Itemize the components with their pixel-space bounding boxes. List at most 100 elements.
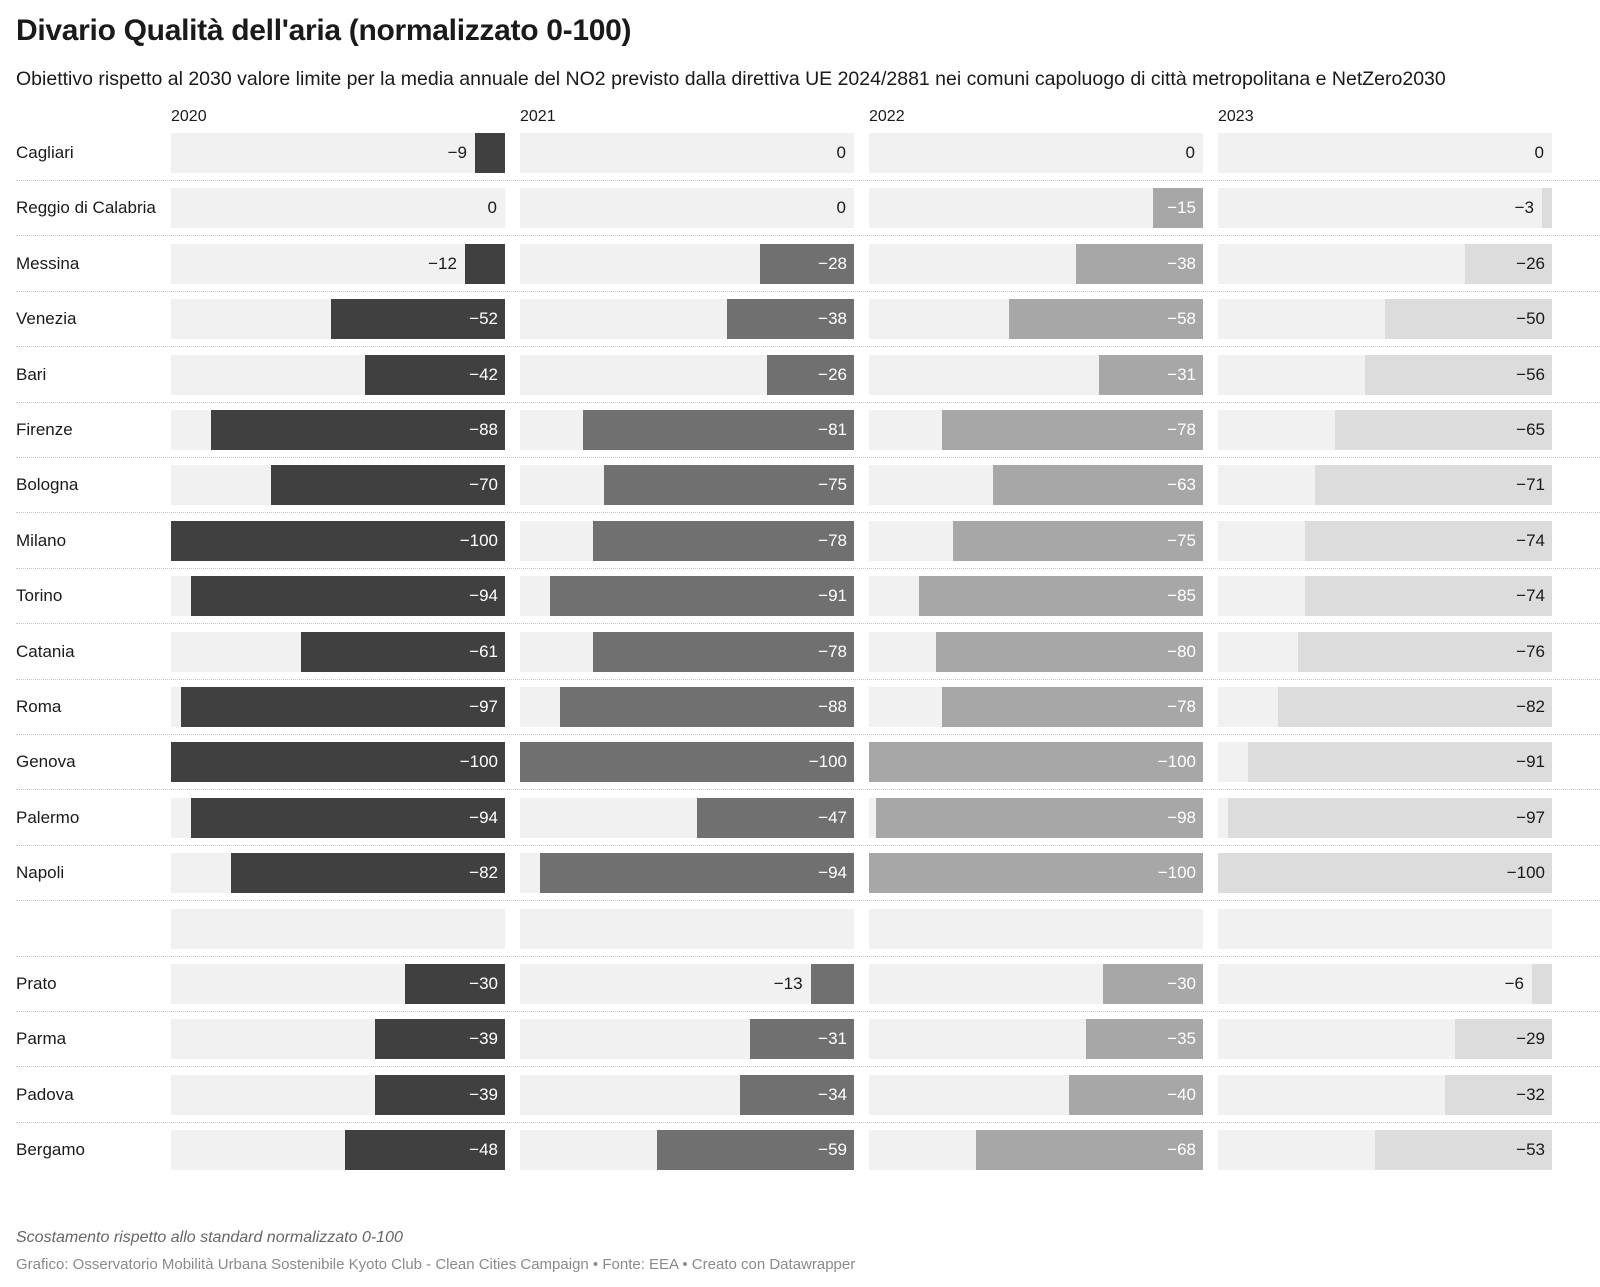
row-label: Parma xyxy=(16,1029,67,1049)
data-label: −34 xyxy=(818,1084,847,1104)
data-label: −75 xyxy=(818,475,847,495)
bar-2021 xyxy=(540,853,854,894)
bar-2020 xyxy=(171,742,505,783)
bar-2023 xyxy=(1465,243,1552,284)
row-label: Roma xyxy=(16,697,62,716)
data-label: −75 xyxy=(1167,530,1196,550)
bar-track xyxy=(171,188,505,229)
bar-2022 xyxy=(919,576,1203,617)
data-label: −78 xyxy=(1167,420,1196,439)
data-label: −26 xyxy=(1516,253,1545,273)
row-separator xyxy=(16,401,1600,403)
bar-2021 xyxy=(740,1074,854,1115)
row-separator xyxy=(16,734,1600,735)
data-label: −76 xyxy=(1516,641,1545,661)
bar-2023 xyxy=(1374,1130,1552,1171)
bar-2023 xyxy=(1218,853,1552,894)
row-separator xyxy=(16,789,1600,791)
bar-2020 xyxy=(331,299,505,340)
bar-2020 xyxy=(181,687,505,727)
bar-2021 xyxy=(593,520,854,561)
bar-track xyxy=(520,188,854,229)
bar-2020 xyxy=(344,1130,505,1171)
bar-track xyxy=(171,133,505,173)
data-label: −68 xyxy=(1167,1140,1196,1160)
bar-2022 xyxy=(942,410,1203,450)
data-label: −94 xyxy=(469,807,498,827)
data-label: −80 xyxy=(1167,641,1196,661)
bar-2023 xyxy=(1531,964,1552,1004)
data-label: −100 xyxy=(459,530,498,550)
data-label: −13 xyxy=(773,974,803,993)
chart-title: Divario Qualità dell'aria (normalizzato … xyxy=(16,14,632,47)
row-label: Bergamo xyxy=(16,1140,85,1160)
row-separator xyxy=(16,623,1600,625)
data-label: −94 xyxy=(469,586,498,606)
data-label: −48 xyxy=(469,1140,498,1160)
data-label: −63 xyxy=(1167,475,1196,495)
row-label: Bari xyxy=(16,364,47,384)
row-label: Torino xyxy=(16,586,63,606)
bar-2020 xyxy=(364,354,505,395)
row-label: Catania xyxy=(16,641,75,661)
chart-credits: Grafico: Osservatorio Mobilità Urbana So… xyxy=(16,1256,856,1273)
row-label: Napoli xyxy=(16,863,65,883)
bar-2022 xyxy=(1009,299,1203,340)
bar-2022 xyxy=(952,520,1203,561)
data-label: 0 xyxy=(1534,143,1544,162)
data-label: −38 xyxy=(818,309,847,329)
bar-track xyxy=(869,188,1203,229)
row-label: Cagliari xyxy=(16,143,74,162)
chart-note: Scostamento rispetto allo standard norma… xyxy=(16,1229,403,1246)
row-separator xyxy=(16,567,1600,569)
bar-2021 xyxy=(656,1130,854,1171)
data-label: −100 xyxy=(1157,752,1196,772)
data-label: −35 xyxy=(1167,1029,1196,1049)
data-label: −74 xyxy=(1516,530,1545,550)
bar-track xyxy=(869,133,1203,173)
data-label: −91 xyxy=(1516,752,1545,772)
row-separator xyxy=(16,678,1600,680)
bar-track xyxy=(1218,188,1552,229)
data-label: −100 xyxy=(1506,863,1545,883)
bar-2023 xyxy=(1298,631,1552,672)
data-label: −70 xyxy=(469,475,498,495)
bar-track xyxy=(520,133,854,173)
bar-2023 xyxy=(1385,299,1552,340)
data-label: −82 xyxy=(469,863,498,883)
row-separator xyxy=(16,1011,1600,1012)
bar-2023 xyxy=(1228,797,1552,838)
data-label: −28 xyxy=(818,253,847,273)
data-label: −56 xyxy=(1516,364,1545,384)
bar-track xyxy=(1218,964,1552,1004)
data-label: −78 xyxy=(818,641,847,661)
data-label: −88 xyxy=(818,697,847,716)
bar-2020 xyxy=(374,1074,505,1115)
bar-2022 xyxy=(869,853,1203,894)
data-label: −9 xyxy=(447,143,467,162)
row-label: Genova xyxy=(16,752,76,772)
bar-2022 xyxy=(869,742,1203,783)
bar-2021 xyxy=(767,354,854,395)
bar-2021 xyxy=(603,465,854,506)
bar-track xyxy=(171,908,505,949)
data-label: −97 xyxy=(469,697,498,716)
data-label: −31 xyxy=(1167,364,1196,384)
bar-2023 xyxy=(1248,742,1552,783)
row-label: Messina xyxy=(16,253,80,273)
data-label: −97 xyxy=(1516,807,1545,827)
bar-2022 xyxy=(1076,243,1203,284)
bar-2023 xyxy=(1445,1074,1552,1115)
data-label: −38 xyxy=(1167,253,1196,273)
bar-2022 xyxy=(1099,354,1203,395)
row-label: Venezia xyxy=(16,309,77,329)
bar-2022 xyxy=(942,687,1203,727)
data-label: −15 xyxy=(1167,198,1196,218)
column-header-2023: 2023 xyxy=(1218,108,1254,125)
bar-2021 xyxy=(810,964,854,1004)
bar-2023 xyxy=(1334,410,1552,450)
row-separator xyxy=(16,955,1600,957)
row-label: Firenze xyxy=(16,420,73,439)
row-label: Bologna xyxy=(16,475,79,495)
data-label: −74 xyxy=(1516,586,1545,606)
